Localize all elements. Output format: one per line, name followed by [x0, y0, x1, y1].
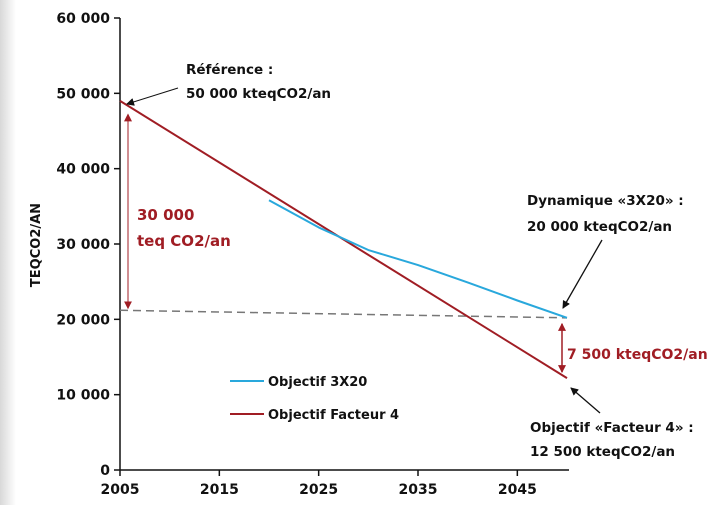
dynamique-pointer-arrow — [562, 239, 603, 309]
y-axis-title: TEQCO2/AN — [29, 203, 44, 287]
facteur4-label-line2: 12 500 kteqCO2/an — [530, 444, 675, 460]
y-tick-label: 0 — [100, 463, 110, 479]
legend-label-facteur4: Objectif Facteur 4 — [268, 408, 399, 423]
series-layer — [119, 100, 568, 379]
reference-dashed-line — [119, 309, 568, 319]
gap-left-label-line1: 30 000 — [137, 206, 194, 224]
dynamique-label-line1: Dynamique «3X20» : — [527, 193, 684, 209]
series-line-3x20 — [268, 199, 568, 319]
x-tick-label: 2015 — [200, 482, 239, 498]
left-edge-shadow — [0, 0, 16, 505]
y-tick-label: 10 000 — [56, 388, 110, 404]
y-tick-label: 20 000 — [56, 312, 110, 328]
y-tick-label: 50 000 — [56, 86, 110, 102]
gap-right-label: 7 500 kteqCO2/an — [567, 347, 708, 363]
x-tick-label: 2005 — [101, 482, 140, 498]
dynamique-label-line2: 20 000 kteqCO2/an — [527, 219, 672, 235]
gap-left-label-line2: teq CO2/an — [137, 232, 231, 250]
legend-label-3x20: Objectif 3X20 — [268, 375, 367, 390]
x-tick-label: 2035 — [399, 482, 438, 498]
reference-label-line2: 50 000 kteqCO2/an — [186, 86, 331, 102]
reference-label-line1: Référence : — [186, 62, 273, 78]
legend: Objectif 3X20 Objectif Facteur 4 — [230, 375, 399, 423]
facteur4-label-line1: Objectif «Facteur 4» : — [530, 420, 694, 436]
x-tick-label: 2025 — [299, 482, 338, 498]
x-tick-label: 2045 — [498, 482, 537, 498]
y-tick-label: 30 000 — [56, 237, 110, 253]
reference-pointer-arrow — [126, 87, 179, 106]
y-tick-label: 40 000 — [56, 162, 110, 178]
axis-ticks: 0 10 000 20 000 30 000 40 000 50 000 60 000 200… — [56, 11, 536, 498]
y-tick-label: 60 000 — [56, 11, 110, 27]
facteur4-pointer-arrow — [570, 387, 601, 414]
